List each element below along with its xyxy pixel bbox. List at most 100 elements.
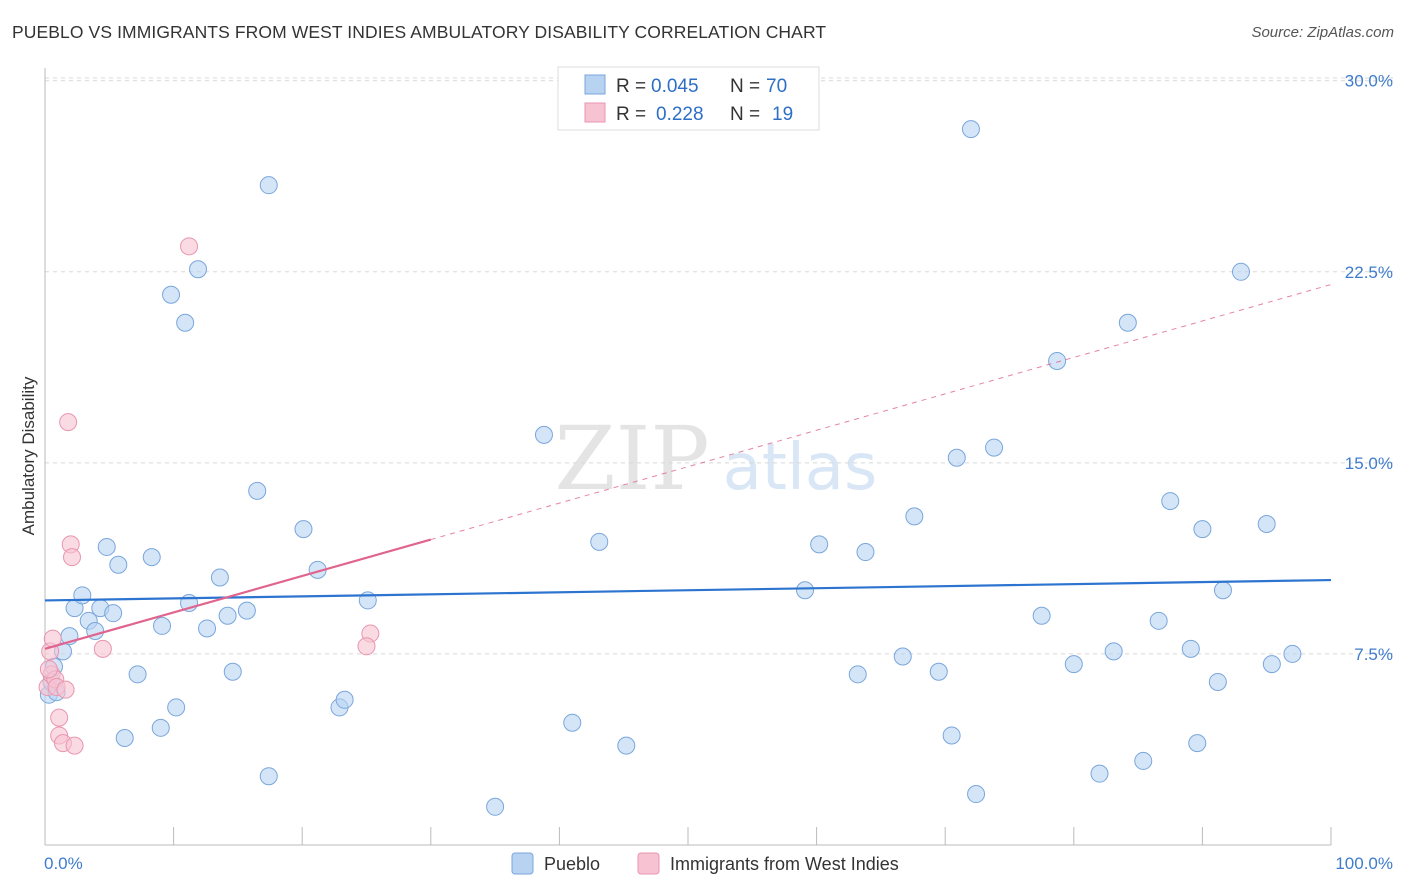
pueblo-point: [1283, 644, 1302, 663]
west-indies-points: [38, 237, 380, 755]
watermark-atlas: atlas: [723, 431, 878, 505]
pueblo-point: [223, 662, 242, 681]
pueblo-point: [929, 662, 948, 681]
pueblo-point: [1032, 606, 1051, 625]
pueblo-point: [796, 581, 815, 600]
west-indies-point: [180, 237, 199, 256]
y-axis-title: Ambulatory Disability: [19, 376, 38, 535]
pueblo-point: [534, 425, 553, 444]
stats-swatch-west-indies: [584, 102, 606, 123]
west-indies-point: [63, 548, 82, 567]
pueblo-point: [961, 120, 980, 139]
pueblo-point: [810, 535, 829, 554]
legend: Pueblo Immigrants from West Indies: [511, 852, 899, 875]
y-axis-tick-labels: 7.5% 15.0% 22.5% 30.0%: [1345, 72, 1393, 664]
stats-n-label-west-indies: N =: [730, 104, 760, 125]
pueblo-point: [967, 785, 986, 804]
pueblo-point: [189, 260, 208, 279]
west-indies-point: [357, 637, 376, 656]
pueblo-point: [1118, 313, 1137, 332]
pueblo-point: [259, 767, 278, 786]
pueblo-point: [128, 665, 147, 684]
pueblo-point: [1161, 492, 1180, 511]
pueblo-point: [947, 448, 966, 467]
stats-r-label-west-indies: R =: [616, 104, 646, 125]
x-tick-label-max: 100.0%: [1335, 854, 1393, 873]
pueblo-point: [1193, 520, 1212, 539]
pueblo-point: [563, 713, 582, 732]
watermark: ZIP atlas: [554, 407, 877, 510]
pueblo-point: [97, 537, 116, 556]
stats-r-value-pueblo: 0.045: [651, 76, 699, 97]
y-tick-label: 22.5%: [1345, 263, 1393, 282]
pueblo-point: [1181, 639, 1200, 658]
pueblo-point: [1231, 262, 1250, 281]
stats-n-label-pueblo: N =: [730, 76, 760, 97]
stats-box: R = 0.045 N = 70 R = 0.228 N = 19: [557, 66, 820, 131]
pueblo-point: [198, 619, 217, 638]
pueblo-point: [486, 797, 505, 816]
pueblo-point: [73, 586, 92, 605]
west-indies-point: [65, 736, 84, 755]
pueblo-point: [1104, 642, 1123, 661]
pueblo-point: [905, 507, 924, 526]
stats-n-value-pueblo: 70: [766, 76, 787, 97]
pueblo-point: [1208, 672, 1227, 691]
pueblo-point: [218, 606, 237, 625]
pueblo-point: [167, 698, 186, 717]
pueblo-point: [590, 532, 609, 551]
legend-swatch-west-indies: [637, 852, 660, 875]
pueblo-point: [985, 438, 1004, 457]
pueblo-point: [1149, 611, 1168, 630]
legend-label-pueblo: Pueblo: [544, 854, 600, 874]
pueblo-point: [1188, 734, 1207, 753]
pueblo-point: [1090, 764, 1109, 783]
west-indies-point: [56, 680, 75, 699]
watermark-zip: ZIP: [554, 407, 709, 510]
pueblo-point: [1048, 351, 1067, 370]
pueblo-point: [153, 616, 172, 635]
pueblo-point: [942, 726, 961, 745]
y-tick-label: 30.0%: [1345, 72, 1393, 91]
y-tick-label: 7.5%: [1354, 645, 1393, 664]
pueblo-point: [259, 176, 278, 195]
pueblo-point: [248, 481, 267, 500]
gridlines: [45, 77, 1393, 655]
pueblo-point: [848, 665, 867, 684]
chart-title: PUEBLO VS IMMIGRANTS FROM WEST INDIES AM…: [12, 22, 827, 42]
west-indies-point: [39, 660, 58, 679]
pueblo-point: [1064, 655, 1083, 674]
trend-lines: [44, 284, 1332, 650]
pueblo-point: [104, 604, 123, 623]
pueblo-point: [109, 555, 128, 574]
west-indies-point: [93, 639, 112, 658]
stats-r-value-west-indies: 0.228: [656, 104, 704, 125]
y-tick-label: 15.0%: [1345, 454, 1393, 473]
pueblo-point: [856, 543, 875, 562]
pueblo-point: [210, 568, 229, 587]
pueblo-point: [1134, 751, 1153, 770]
west-indies-point: [59, 413, 78, 432]
pueblo-point: [1257, 515, 1276, 534]
pueblo-point: [1213, 581, 1232, 600]
pueblo-trend-line: [44, 578, 1332, 602]
pueblo-point: [142, 548, 161, 567]
source-credit: Source: ZipAtlas.com: [1251, 24, 1394, 41]
x-tick-label-min: 0.0%: [44, 854, 83, 873]
pueblo-point: [893, 647, 912, 666]
legend-label-west-indies: Immigrants from West Indies: [670, 854, 899, 874]
stats-r-label-pueblo: R =: [616, 76, 646, 97]
west-indies-point: [50, 708, 69, 727]
legend-swatch-pueblo: [511, 852, 534, 875]
pueblo-point: [1262, 655, 1281, 674]
west-indies-trend-line: [44, 538, 432, 650]
pueblo-point: [335, 690, 354, 709]
pueblo-point: [237, 601, 256, 620]
pueblo-point: [176, 313, 195, 332]
pueblo-point: [617, 736, 636, 755]
stats-swatch-pueblo: [584, 74, 606, 95]
pueblo-point: [151, 718, 170, 737]
pueblo-point: [162, 285, 181, 304]
pueblo-point: [115, 729, 134, 748]
